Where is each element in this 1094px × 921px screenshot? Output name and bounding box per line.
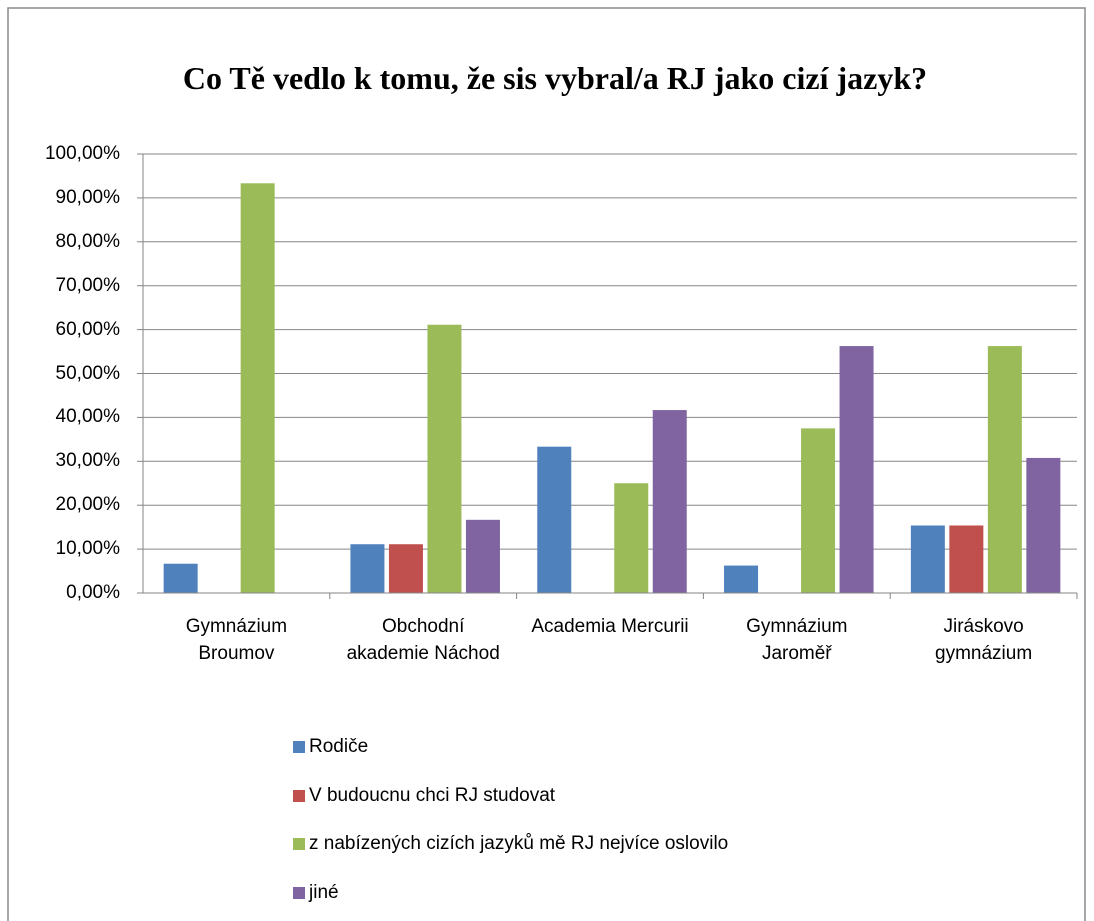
bar <box>801 428 836 593</box>
y-tick-label: 10,00% <box>55 538 120 560</box>
legend-swatch <box>293 789 305 802</box>
y-tick-label: 80,00% <box>55 230 120 252</box>
bar <box>465 519 500 593</box>
y-tick-label: 0,00% <box>66 582 120 603</box>
y-tick-label: 90,00% <box>55 186 120 208</box>
legend-label: Rodiče <box>309 736 369 757</box>
legend-entry: jiné <box>293 881 339 905</box>
y-tick-label: 40,00% <box>55 406 120 428</box>
y-tick-label: 30,00% <box>55 450 120 472</box>
legend-entry: Rodiče <box>293 735 368 759</box>
x-tick-label: Gymnázium Broumov <box>185 616 288 664</box>
bar <box>949 525 984 593</box>
legend-swatch <box>293 886 305 899</box>
y-tick-label: 20,00% <box>55 494 120 516</box>
legend-label: jiné <box>309 881 339 903</box>
chart-frame <box>7 7 1086 921</box>
bar <box>350 544 385 593</box>
bar <box>163 563 198 593</box>
bar <box>652 410 687 593</box>
bar <box>724 565 759 593</box>
x-tick-label: Jiráskovo gymnázium <box>935 616 1033 664</box>
legend-label: z nabízených cizích jazyků mě RJ nejvíce… <box>309 833 729 854</box>
legend-label: V budoucnu chci RJ studovat <box>309 784 556 806</box>
y-tick-label: 60,00% <box>55 318 120 340</box>
bar <box>427 324 462 593</box>
bar <box>537 446 572 593</box>
legend-swatch <box>293 838 305 850</box>
bar <box>614 483 649 593</box>
bar <box>388 544 423 593</box>
legend-swatch <box>293 741 305 753</box>
x-tick-label: Gymnázium Jaroměř <box>746 616 848 664</box>
chart-title: Co Tě vedlo k tomu, že sis vybral/a RJ j… <box>182 60 928 96</box>
y-tick-label: 100,00% <box>44 143 120 164</box>
bar <box>240 183 275 593</box>
bar <box>839 346 874 593</box>
y-tick-label: 70,00% <box>55 274 120 296</box>
y-tick-label: 50,00% <box>55 362 120 384</box>
x-tick-label: Obchodní akademie Náchod <box>346 616 500 664</box>
x-tick-label: Academia Mercurii <box>531 616 689 637</box>
bar <box>910 525 945 593</box>
bar <box>1026 457 1061 593</box>
bar <box>987 346 1022 593</box>
legend-entry: V budoucnu chci RJ studovat <box>293 784 555 808</box>
legend-entry: z nabízených cizích jazyků mě RJ nejvíce… <box>293 832 728 856</box>
